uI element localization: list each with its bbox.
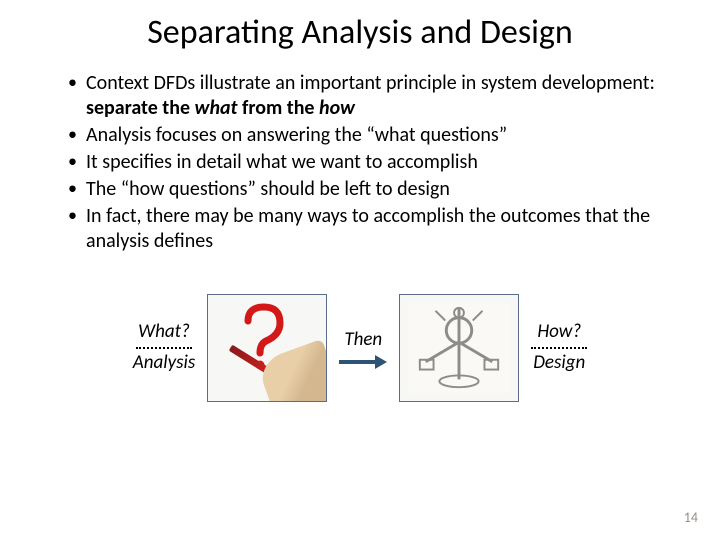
bullet-bold: from the [238, 96, 320, 120]
bullet-text: In fact, there may be many ways to accom… [86, 204, 650, 253]
bullet-item: Context DFDs illustrate an important pri… [68, 71, 680, 121]
divider-dots [136, 347, 192, 349]
design-label: Design [533, 353, 585, 374]
diagram-row: What? Analysis Then [40, 294, 680, 402]
arrow-icon [339, 355, 387, 369]
analysis-label: Analysis [133, 353, 196, 374]
bullet-italic: how [319, 96, 355, 120]
what-image [207, 294, 327, 402]
bullet-item: It specifies in detail what we want to a… [68, 150, 680, 175]
how-image [399, 294, 519, 402]
bullet-text: The “how questions” should be left to de… [86, 177, 450, 201]
bullet-list: Context DFDs illustrate an important pri… [40, 71, 680, 254]
what-label: What? [138, 322, 190, 343]
how-label: How? [537, 322, 581, 343]
bullet-italic: what [195, 96, 238, 120]
bullet-bold: separate the [86, 96, 195, 120]
then-block: Then [339, 328, 387, 369]
mechanical-drawing-icon [406, 301, 512, 395]
bullet-text: It specifies in detail what we want to a… [86, 150, 478, 174]
bullet-text: Analysis focuses on answering the “what … [86, 123, 507, 147]
divider-dots [531, 347, 587, 349]
slide-title: Separating Analysis and Design [40, 12, 680, 53]
bullet-item: The “how questions” should be left to de… [68, 177, 680, 202]
bullet-item: In fact, there may be many ways to accom… [68, 204, 680, 254]
page-number: 14 [684, 509, 698, 526]
left-label-block: What? Analysis [133, 322, 196, 374]
right-label-block: How? Design [531, 322, 587, 374]
then-label: Then [344, 328, 382, 351]
bullet-text: Context DFDs illustrate an important pri… [86, 71, 655, 95]
bullet-item: Analysis focuses on answering the “what … [68, 123, 680, 148]
